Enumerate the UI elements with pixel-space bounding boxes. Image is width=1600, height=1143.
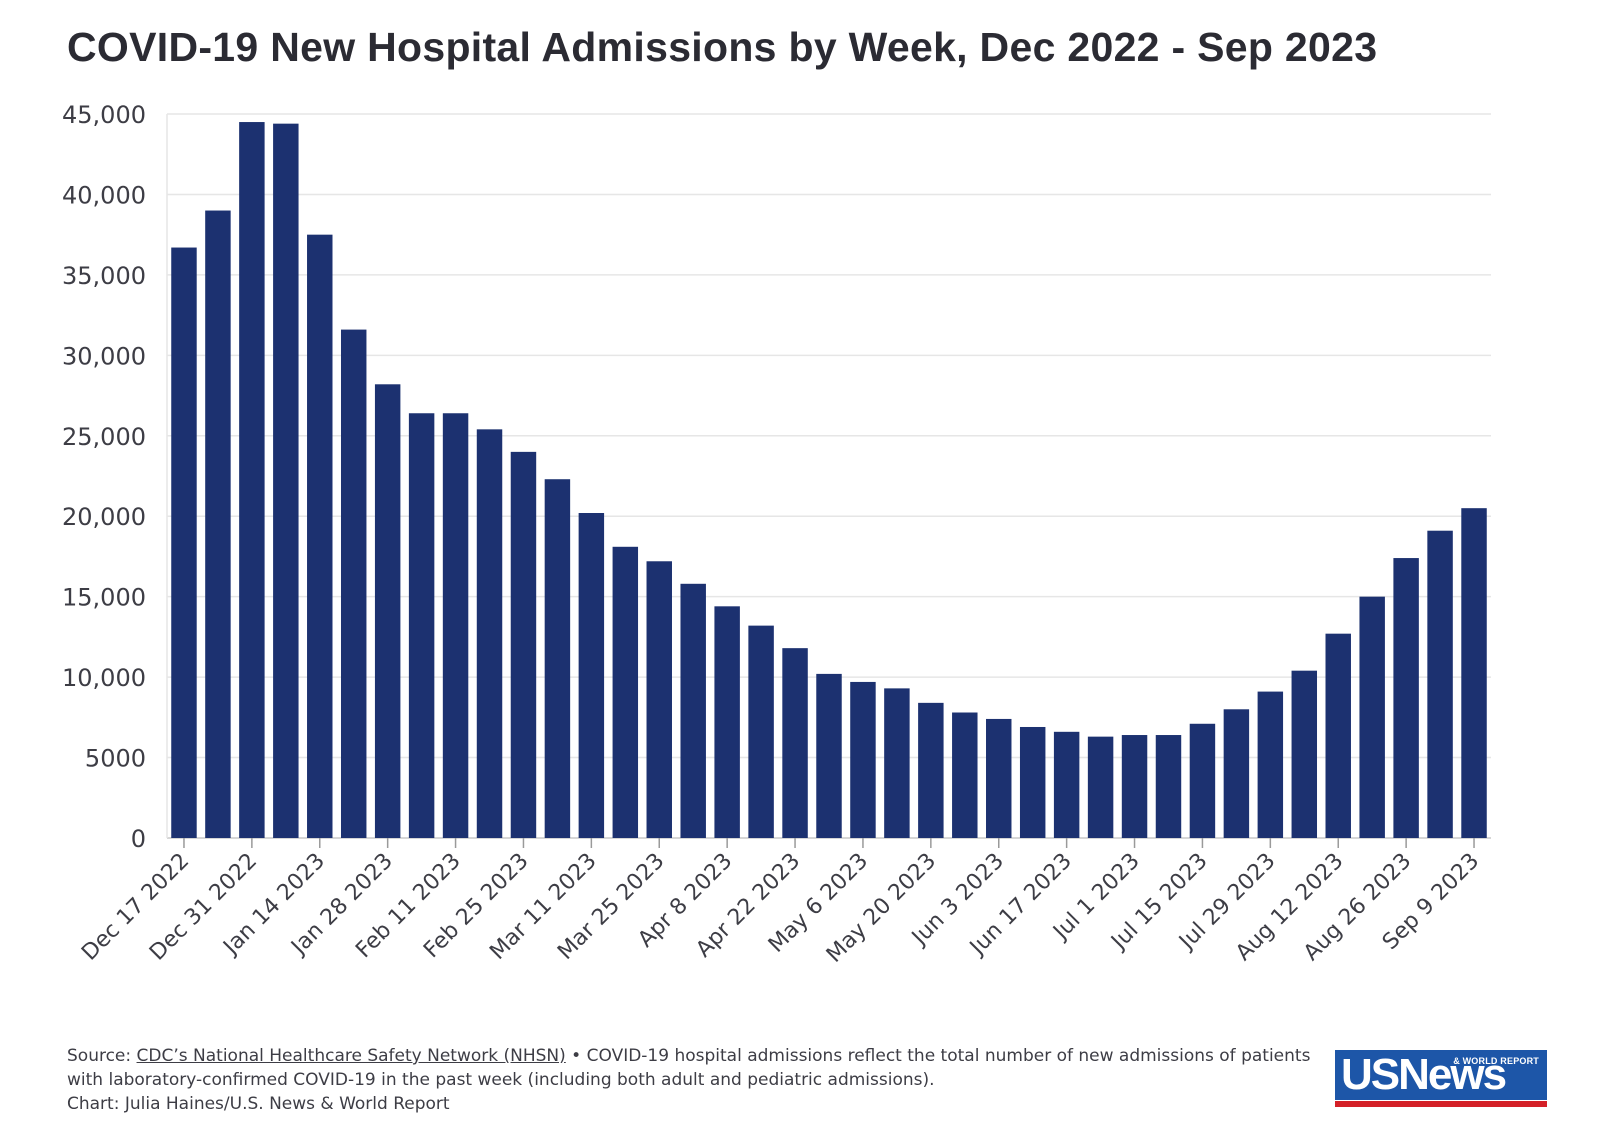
y-tick-label: 40,000	[62, 181, 146, 209]
bar	[1053, 731, 1080, 838]
bar	[918, 702, 944, 838]
source-note: • COVID-19 hospital admissions reflect t…	[67, 1046, 1311, 1090]
y-tick-label: 20,000	[62, 503, 146, 531]
bar-chart: 0 5000 10,000 15,000 20,000 25,000 30,000 35,00…	[62, 101, 1491, 968]
source-link[interactable]: CDC’s National Healthcare Safety Network…	[136, 1046, 566, 1066]
bar	[1223, 709, 1250, 838]
source-line: Source: CDC’s National Healthcare Safety…	[67, 1044, 1327, 1092]
chart-footer: Source: CDC’s National Healthcare Safety…	[67, 1044, 1327, 1116]
bar	[986, 718, 1012, 838]
bar	[442, 413, 469, 838]
bars	[171, 122, 1487, 839]
bar	[1291, 670, 1318, 838]
bar	[239, 122, 265, 839]
bar	[612, 546, 639, 838]
logo-subtitle: & WORLD REPORT	[1453, 1056, 1539, 1066]
y-axis-ticks: 0 5000 10,000 15,000 20,000 25,000 30,000 35,00…	[62, 101, 146, 853]
y-tick-label: 10,000	[62, 664, 146, 692]
bar	[544, 479, 571, 838]
bar	[1189, 723, 1216, 838]
y-tick-label: 25,000	[62, 423, 146, 451]
bar	[1019, 726, 1046, 838]
bar	[1461, 508, 1487, 838]
y-tick-label: 15,000	[62, 584, 146, 612]
bar	[782, 648, 808, 838]
bar	[714, 606, 740, 838]
logo-wordmark: USNews	[1335, 1050, 1547, 1100]
usnews-logo: USNews & WORLD REPORT	[1335, 1050, 1547, 1108]
bar	[476, 429, 503, 838]
bar	[748, 625, 774, 838]
chart-credit: Chart: Julia Haines/U.S. News & World Re…	[67, 1094, 450, 1114]
bar	[171, 247, 197, 838]
bar	[1155, 735, 1182, 838]
bar	[1393, 558, 1419, 838]
y-tick-label: 30,000	[62, 342, 146, 370]
bar	[1325, 633, 1351, 838]
bar	[307, 234, 333, 838]
bar	[510, 451, 537, 838]
bar	[646, 561, 672, 838]
bar	[374, 384, 401, 838]
bar	[1427, 530, 1453, 838]
bar	[884, 688, 910, 838]
bar	[680, 583, 706, 838]
chart-title: COVID-19 New Hospital Admissions by Week…	[67, 24, 1378, 70]
source-prefix: Source:	[67, 1046, 137, 1066]
bar	[205, 210, 231, 839]
bar	[816, 673, 842, 838]
y-tick-label: 35,000	[62, 262, 146, 290]
bar	[1087, 736, 1114, 838]
bar	[1121, 735, 1148, 838]
bar	[1359, 596, 1385, 838]
bar	[952, 712, 978, 838]
y-tick-label: 0	[131, 825, 146, 853]
bar	[340, 329, 367, 838]
bar	[273, 123, 299, 839]
bar	[578, 513, 605, 838]
y-tick-label: 45,000	[62, 101, 146, 129]
bar	[1257, 691, 1284, 838]
logo-stripe	[1335, 1101, 1547, 1107]
y-tick-label: 5000	[85, 745, 146, 773]
bar	[850, 681, 876, 838]
bar	[408, 413, 435, 838]
